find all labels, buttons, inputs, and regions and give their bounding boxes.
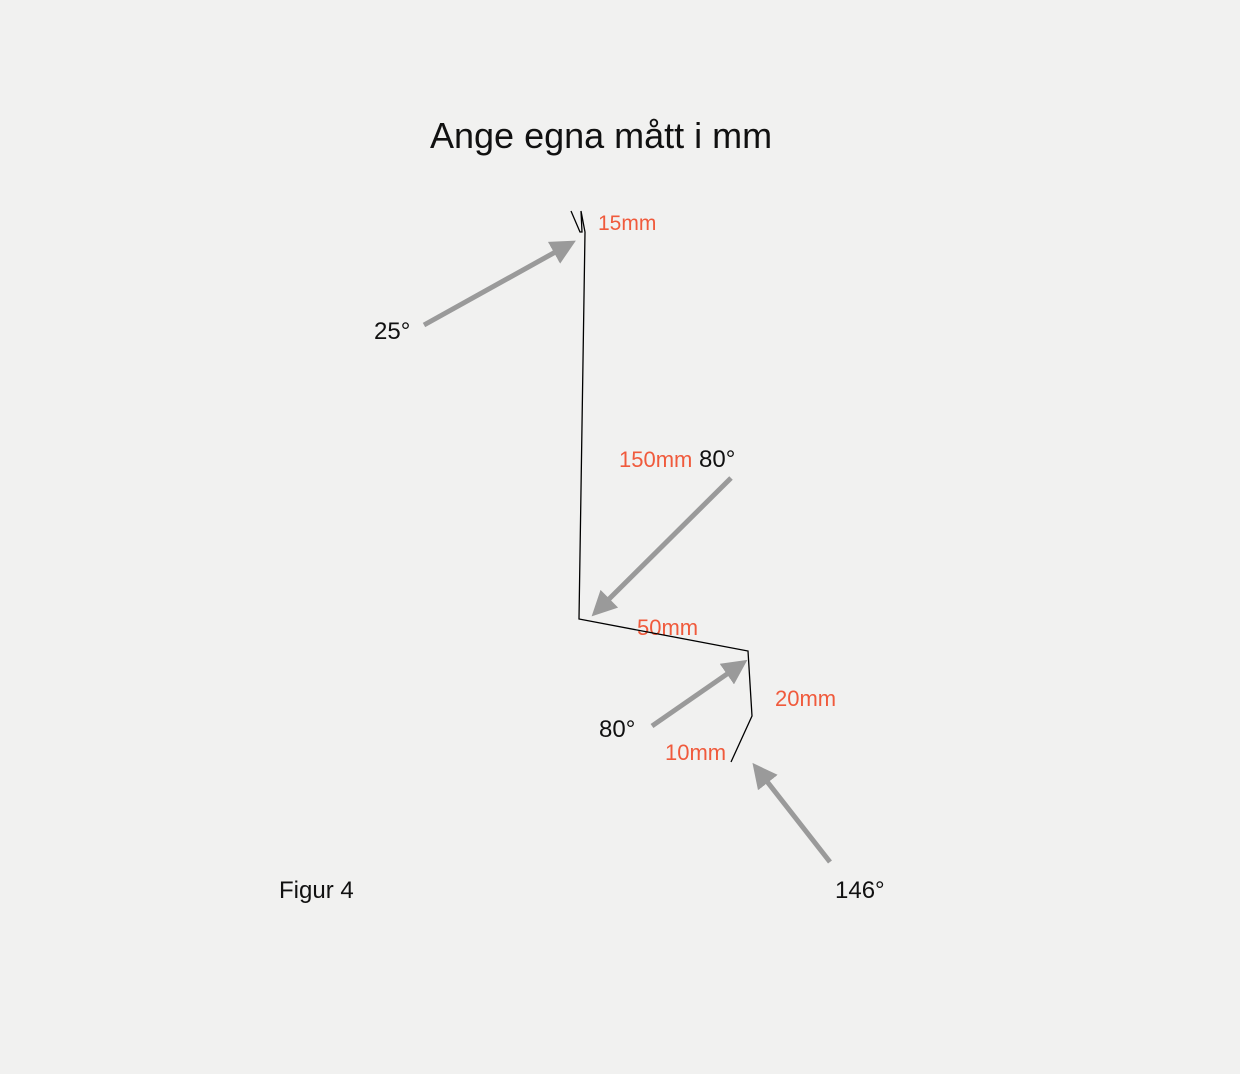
diagram-canvas: Ange egna mått i mm Figur 4 15mm 150mm 5… (0, 0, 1240, 1074)
diagram-svg (0, 0, 1240, 1074)
arrows-group (424, 245, 830, 862)
